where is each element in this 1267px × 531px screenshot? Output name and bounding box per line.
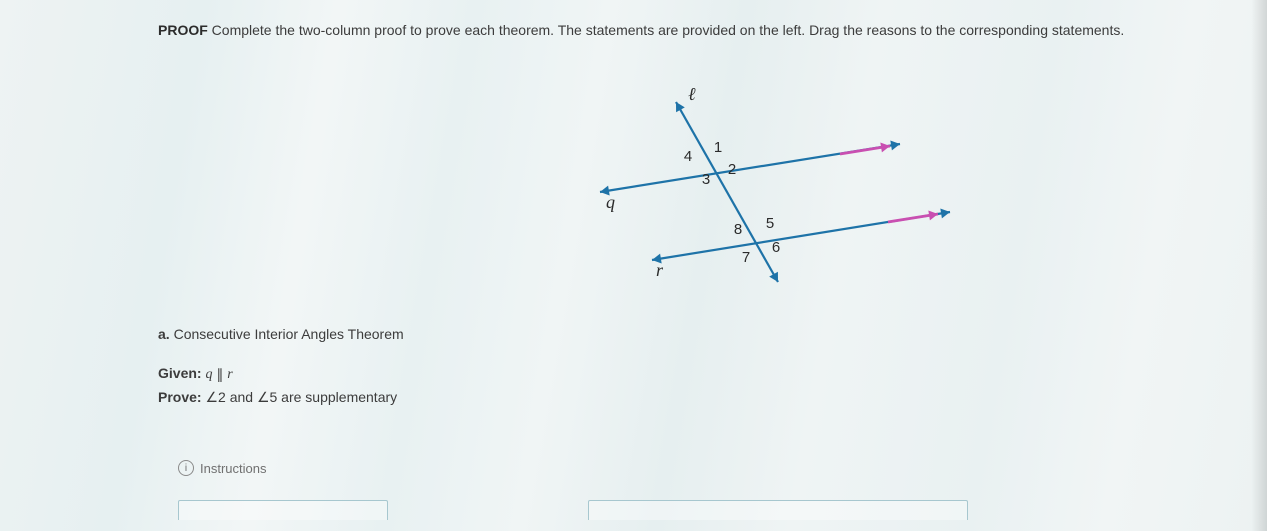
theorem-title: Consecutive Interior Angles Theorem — [174, 326, 404, 342]
proof-text: Complete the two-column proof to prove e… — [212, 22, 1125, 38]
svg-text:3: 3 — [702, 171, 710, 188]
prove-tail: are supplementary — [277, 389, 397, 405]
proof-instruction: PROOF Complete the two-column proof to p… — [158, 22, 1267, 38]
prove-mid: and — [226, 389, 257, 405]
svg-text:4: 4 — [684, 148, 692, 165]
instructions-label: Instructions — [200, 461, 266, 476]
svg-text:1: 1 — [714, 139, 722, 156]
proof-label: PROOF — [158, 22, 208, 38]
given-r: r — [227, 367, 232, 382]
svg-text:2: 2 — [728, 161, 736, 178]
theorem-title-line: a. Consecutive Interior Angles Theorem — [158, 326, 404, 342]
given-label: Given: — [158, 365, 202, 381]
svg-text:5: 5 — [766, 215, 774, 232]
prove-angle-1: ∠2 — [205, 389, 225, 405]
svg-text:r: r — [656, 260, 664, 280]
svg-text:6: 6 — [772, 239, 780, 256]
page-edge-shadow — [1251, 0, 1267, 531]
instructions-toggle[interactable]: i Instructions — [178, 460, 266, 476]
prove-label: Prove: — [158, 389, 202, 405]
parallel-symbol: ∥ — [216, 363, 223, 385]
diagram-svg: ℓqr12345678 — [560, 82, 980, 292]
geometry-diagram: ℓqr12345678 — [560, 82, 980, 292]
given-q: q — [205, 367, 212, 382]
svg-text:7: 7 — [742, 249, 750, 266]
prove-line: Prove: ∠2 and ∠5 are supplementary — [158, 386, 404, 408]
info-icon: i — [178, 460, 194, 476]
given-line: Given: q ∥ r — [158, 362, 404, 386]
info-icon-glyph: i — [185, 463, 187, 474]
svg-text:q: q — [606, 192, 615, 212]
drop-target-1[interactable] — [178, 500, 388, 520]
svg-text:ℓ: ℓ — [688, 84, 696, 104]
drop-target-2[interactable] — [588, 500, 968, 520]
prove-angle-2: ∠5 — [257, 389, 277, 405]
theorem-part: a. — [158, 326, 170, 342]
svg-text:8: 8 — [734, 221, 742, 238]
